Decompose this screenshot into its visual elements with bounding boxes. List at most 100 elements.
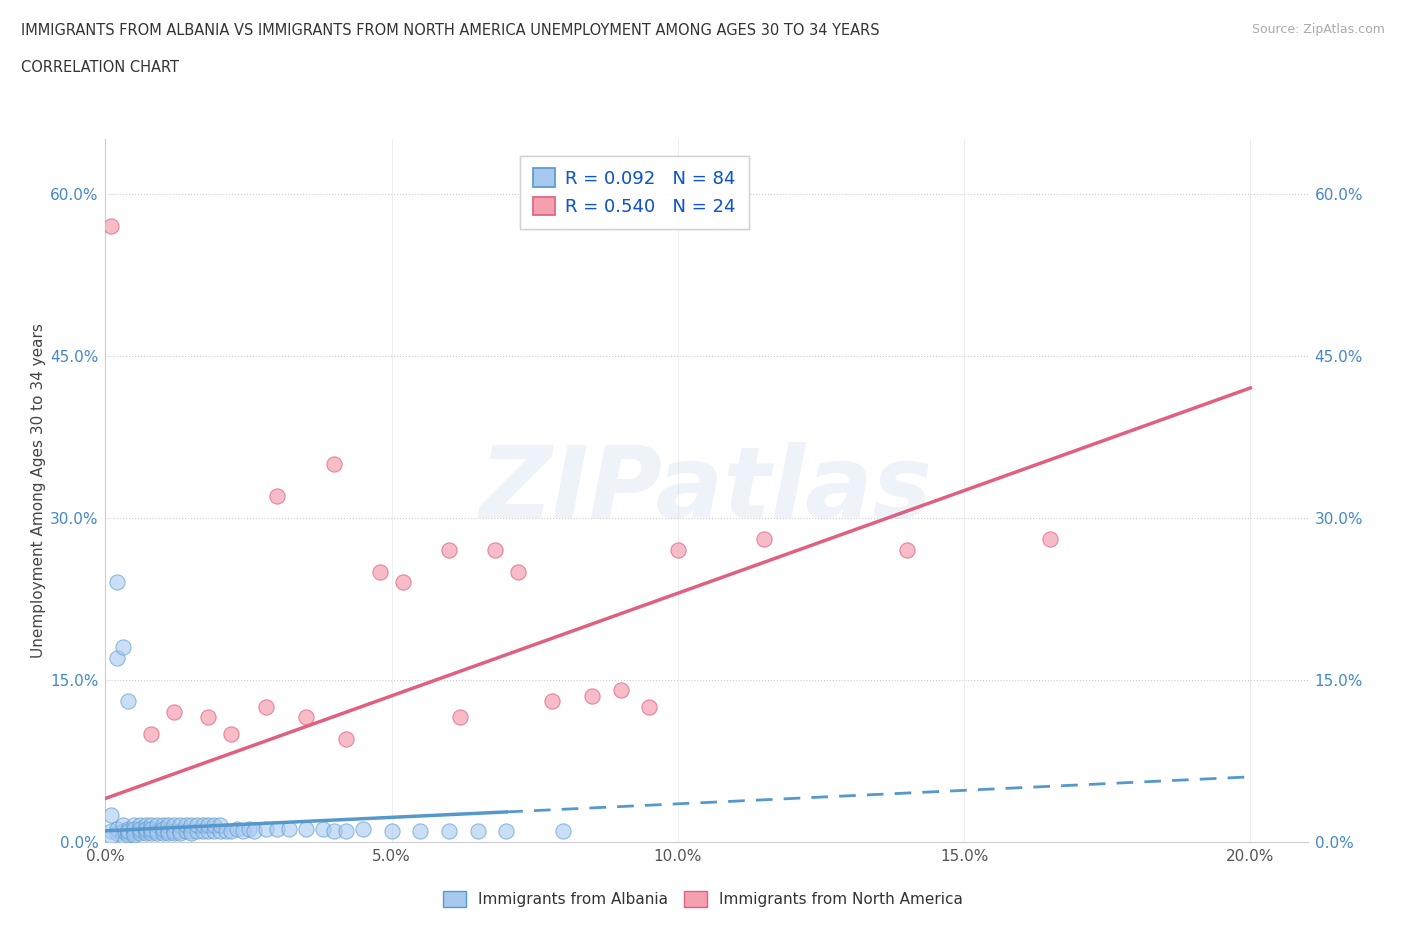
Point	[117, 826, 139, 841]
Point	[392, 575, 415, 590]
Point	[202, 823, 225, 838]
Point	[214, 823, 236, 838]
Point	[495, 823, 517, 838]
Point	[254, 699, 277, 714]
Point	[437, 542, 460, 557]
Point	[180, 823, 202, 838]
Point	[197, 818, 219, 833]
Point	[141, 821, 163, 836]
Point	[312, 821, 335, 836]
Point	[111, 823, 134, 838]
Point	[352, 821, 374, 836]
Point	[128, 826, 150, 841]
Point	[146, 826, 169, 841]
Y-axis label: Unemployment Among Ages 30 to 34 years: Unemployment Among Ages 30 to 34 years	[31, 323, 46, 658]
Point	[152, 821, 174, 836]
Point	[180, 818, 202, 833]
Point	[335, 732, 357, 747]
Text: IMMIGRANTS FROM ALBANIA VS IMMIGRANTS FROM NORTH AMERICA UNEMPLOYMENT AMONG AGES: IMMIGRANTS FROM ALBANIA VS IMMIGRANTS FR…	[21, 23, 880, 38]
Point	[449, 710, 471, 724]
Text: CORRELATION CHART: CORRELATION CHART	[21, 60, 179, 75]
Point	[135, 821, 157, 836]
Point	[752, 532, 775, 547]
Point	[100, 823, 122, 838]
Point	[186, 818, 208, 833]
Point	[666, 542, 689, 557]
Point	[638, 699, 661, 714]
Point	[100, 807, 122, 822]
Point	[221, 823, 243, 838]
Point	[128, 821, 150, 836]
Point	[141, 818, 163, 833]
Point	[117, 694, 139, 709]
Point	[266, 488, 288, 503]
Point	[581, 688, 603, 703]
Point	[122, 818, 145, 833]
Point	[335, 823, 357, 838]
Point	[169, 826, 191, 841]
Point	[295, 710, 318, 724]
Point	[105, 651, 128, 666]
Point	[141, 726, 163, 741]
Point	[266, 821, 288, 836]
Point	[467, 823, 489, 838]
Point	[169, 823, 191, 838]
Point	[141, 826, 163, 841]
Point	[323, 823, 346, 838]
Point	[135, 818, 157, 833]
Point	[122, 823, 145, 838]
Point	[117, 821, 139, 836]
Point	[409, 823, 432, 838]
Point	[105, 575, 128, 590]
Point	[197, 823, 219, 838]
Point	[117, 828, 139, 843]
Point	[163, 826, 186, 841]
Point	[117, 823, 139, 838]
Point	[506, 565, 529, 579]
Point	[197, 710, 219, 724]
Point	[157, 823, 180, 838]
Point	[254, 821, 277, 836]
Point	[135, 826, 157, 841]
Point	[437, 823, 460, 838]
Point	[135, 823, 157, 838]
Point	[128, 818, 150, 833]
Point	[152, 826, 174, 841]
Point	[105, 821, 128, 836]
Point	[896, 542, 918, 557]
Point	[157, 818, 180, 833]
Point	[368, 565, 391, 579]
Point	[541, 694, 564, 709]
Point	[146, 818, 169, 833]
Point	[128, 823, 150, 838]
Point	[146, 823, 169, 838]
Point	[163, 818, 186, 833]
Point	[169, 818, 191, 833]
Point	[609, 683, 631, 698]
Point	[152, 823, 174, 838]
Point	[295, 821, 318, 836]
Point	[277, 821, 299, 836]
Point	[163, 705, 186, 720]
Point	[226, 821, 249, 836]
Point	[232, 823, 254, 838]
Point	[208, 823, 231, 838]
Point	[100, 219, 122, 233]
Point	[191, 818, 214, 833]
Point	[174, 823, 197, 838]
Point	[111, 829, 134, 844]
Point	[1039, 532, 1062, 547]
Text: ZIPatlas: ZIPatlas	[479, 442, 934, 539]
Text: Source: ZipAtlas.com: Source: ZipAtlas.com	[1251, 23, 1385, 36]
Point	[163, 823, 186, 838]
Point	[141, 823, 163, 838]
Point	[186, 823, 208, 838]
Point	[122, 826, 145, 841]
Point	[381, 823, 404, 838]
Point	[157, 826, 180, 841]
Point	[238, 821, 260, 836]
Point	[243, 823, 266, 838]
Point	[122, 821, 145, 836]
Legend: Immigrants from Albania, Immigrants from North America: Immigrants from Albania, Immigrants from…	[436, 884, 970, 915]
Point	[553, 823, 575, 838]
